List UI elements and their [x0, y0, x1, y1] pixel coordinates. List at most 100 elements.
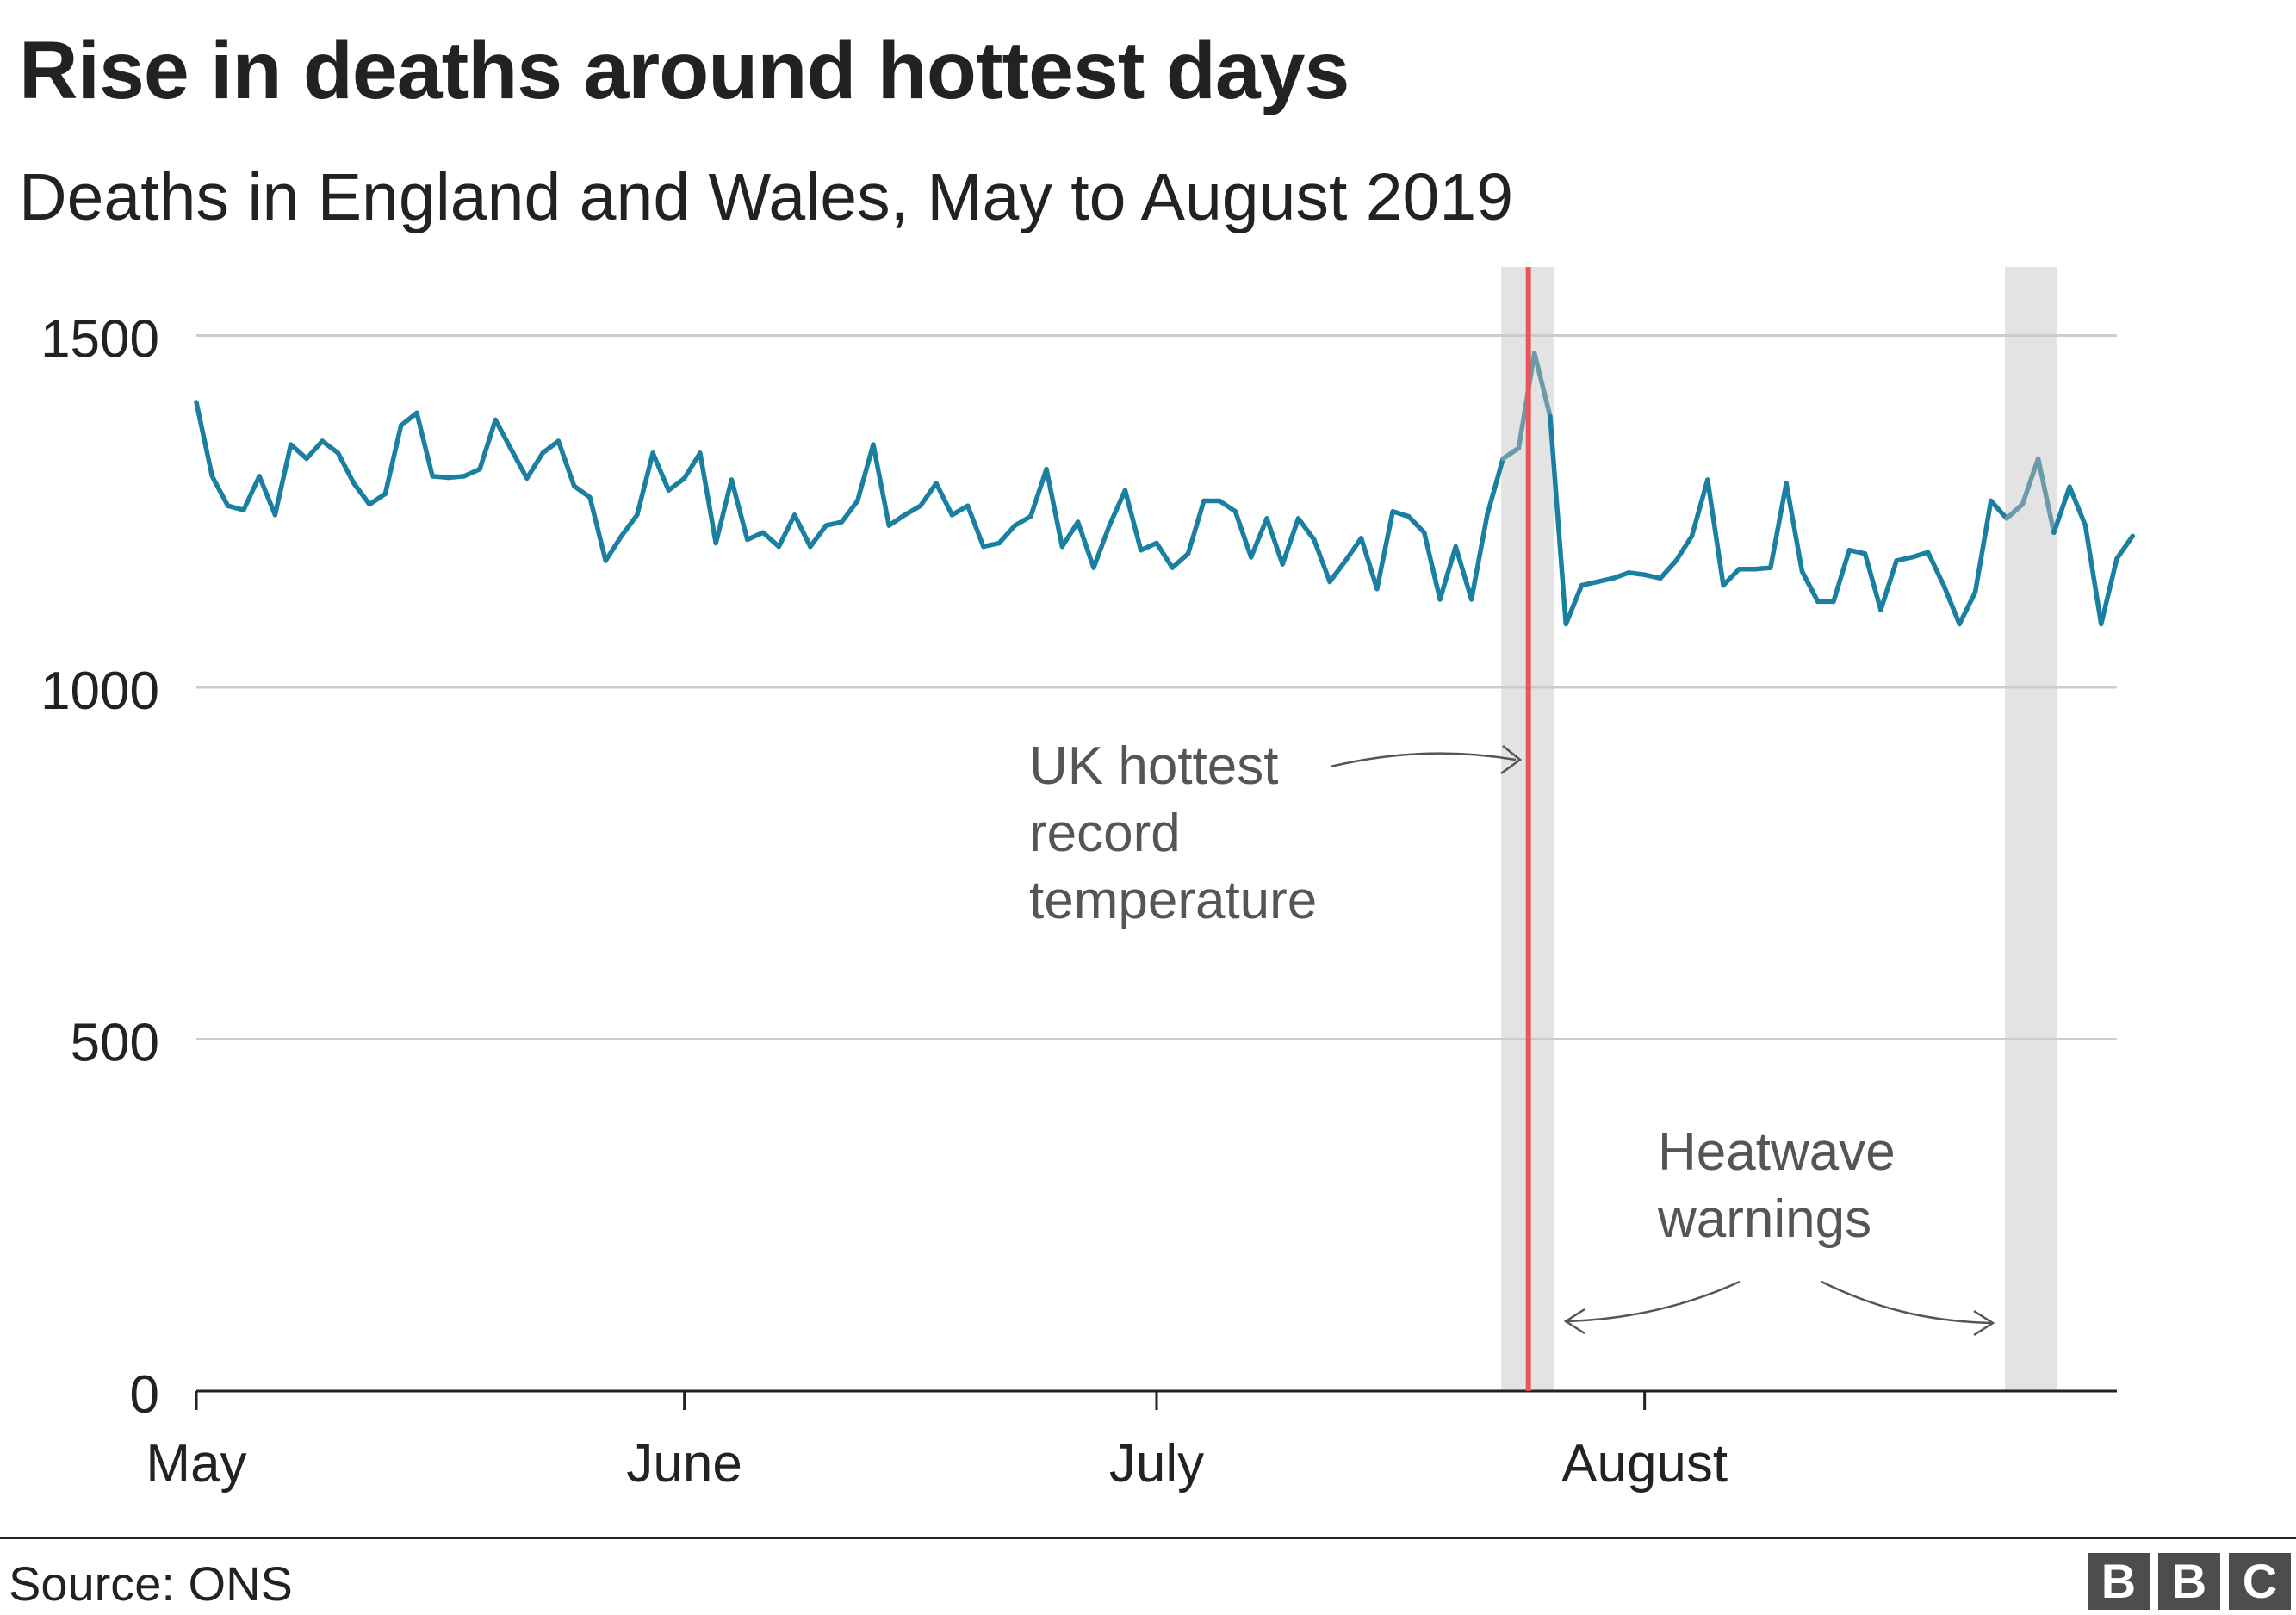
annotation-heatwave-arrowhead-left: [1563, 1308, 1585, 1335]
series-segment: [382, 423, 404, 497]
series-segment: [1421, 530, 1443, 602]
series-segment: [618, 512, 640, 539]
series-segment: [902, 503, 923, 518]
x-tick-label: August: [1561, 1434, 1728, 1494]
series-segment: [871, 442, 892, 528]
series-segment: [241, 474, 262, 512]
annotation-record-arrowhead: [1500, 745, 1523, 775]
annotation-record-arrow: [1330, 752, 1517, 768]
x-tick-label: May: [146, 1434, 246, 1494]
series-segment: [1075, 519, 1096, 570]
y-axis-labels: 0 500 1000 1500: [40, 310, 159, 1426]
series-segment: [571, 483, 593, 500]
series-segment: [681, 450, 703, 481]
series-segment: [1044, 466, 1065, 550]
series-segment: [1641, 572, 1663, 581]
series-segment: [1295, 516, 1317, 543]
series-segment: [1122, 488, 1144, 553]
series-segment: [1500, 445, 1522, 462]
series-segment: [1862, 551, 1883, 612]
series-segment: [430, 474, 451, 481]
bbc-logo-letter-b1: B: [2088, 1553, 2150, 1610]
series-segment: [1280, 516, 1301, 567]
series-segment: [288, 442, 309, 462]
series-segment: [1327, 558, 1349, 585]
series-segment: [1264, 516, 1285, 567]
annotation-heatwave-arrow-right: [1821, 1280, 1992, 1325]
series-segment: [823, 519, 845, 528]
series-segment: [996, 523, 1018, 546]
series-segment: [1531, 351, 1553, 419]
series-segment: [2098, 556, 2119, 627]
x-axis: [195, 1389, 2117, 1410]
series-segment: [776, 512, 797, 550]
series-segment: [918, 481, 939, 508]
annotation-record-text: UK hottest: [1029, 736, 1278, 796]
footer-divider: [0, 1537, 2296, 1539]
series-segment: [461, 466, 482, 479]
series-segment: [760, 530, 782, 550]
series-segment: [493, 417, 514, 452]
series-segment: [2067, 484, 2088, 528]
series-segment: [2051, 484, 2072, 536]
annotation-heatwave-text: warnings: [1657, 1190, 1871, 1249]
series-segment: [1925, 550, 1946, 588]
series-segment: [949, 503, 971, 518]
source-label: Source: ONS: [9, 1556, 293, 1611]
series-segment: [1217, 498, 1238, 514]
series-segment: [981, 540, 1002, 550]
bbc-logo-letter-c: C: [2229, 1553, 2291, 1610]
series-segment: [650, 450, 672, 493]
series-segment: [1579, 579, 1600, 588]
series-segment: [1626, 570, 1648, 578]
series-segment: [1831, 547, 1852, 605]
series-segment: [398, 410, 419, 428]
series-segment: [335, 450, 357, 486]
series-segment: [2035, 456, 2057, 536]
series-segment: [666, 475, 687, 493]
series-segment: [351, 481, 372, 507]
series-segment: [603, 533, 624, 563]
series-segment: [272, 442, 294, 518]
series-segment: [1878, 558, 1899, 612]
annotation-heatwave-arrow-left: [1567, 1280, 1741, 1323]
series-segment: [1894, 555, 1915, 563]
series-segment: [713, 477, 735, 546]
series-segment: [320, 438, 341, 456]
y-tick-label: 1000: [40, 662, 159, 721]
series-segment: [1941, 582, 1962, 627]
series-segment: [367, 491, 388, 507]
series-segment: [1485, 456, 1505, 518]
series-segment: [1768, 481, 1789, 570]
series-segment: [791, 512, 813, 550]
series-segment: [2114, 533, 2136, 562]
annotation-heatwave-arrowhead-right: [1973, 1309, 1995, 1337]
series-segment: [508, 447, 530, 481]
series-segment: [1390, 509, 1412, 519]
series-segment: [1784, 481, 1805, 574]
series-segment: [2004, 501, 2026, 521]
series-segment: [414, 410, 435, 479]
y-tick-label: 500: [71, 1014, 159, 1073]
series-segment: [587, 494, 608, 563]
series-segment: [477, 417, 499, 472]
series-segment: [225, 503, 246, 512]
series-segment: [1028, 466, 1049, 519]
chart-title: Rise in deaths around hottest days: [19, 25, 1350, 116]
y-tick-label: 1500: [40, 310, 159, 370]
series-segment: [1453, 544, 1474, 602]
series-segment: [1752, 565, 1773, 572]
series-segment: [1799, 568, 1821, 605]
series-segment: [1358, 536, 1380, 592]
series-segment: [1170, 551, 1191, 570]
series-segment: [1673, 533, 1695, 563]
series-segment: [1059, 519, 1081, 550]
series-segment: [1957, 589, 1978, 627]
series-segment: [839, 498, 860, 525]
series-line: [194, 351, 2136, 627]
chart-subtitle: Deaths in England and Wales, May to Augu…: [19, 160, 1514, 234]
series-segment: [1705, 477, 1726, 588]
series-segment: [1406, 513, 1427, 536]
annotation-record-text: record: [1029, 804, 1181, 863]
series-segment: [257, 474, 278, 518]
